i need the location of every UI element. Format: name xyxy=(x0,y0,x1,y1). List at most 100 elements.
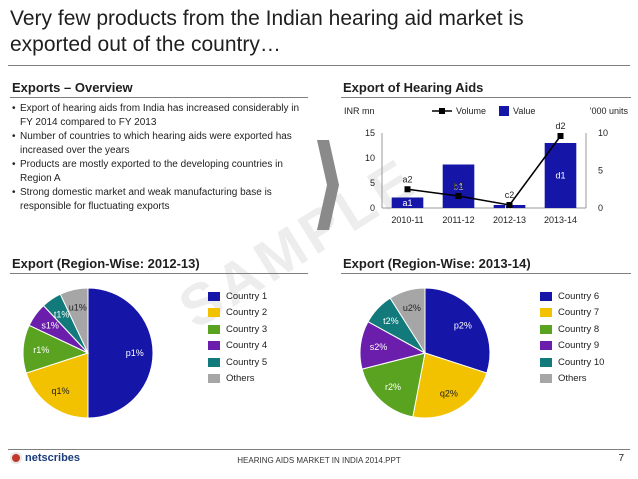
legend-value-label: Value xyxy=(513,106,535,116)
legend-label: Country 1 xyxy=(226,290,268,302)
bullet-item: Number of countries to which hearing aid… xyxy=(12,130,312,158)
legend-swatch xyxy=(208,324,220,334)
pie-slice xyxy=(412,352,488,419)
logo: netscribes xyxy=(10,452,80,464)
legend-item: Country 1 xyxy=(208,288,267,305)
right-axis-unit: ’000 units xyxy=(589,106,628,116)
value-bar xyxy=(442,164,475,208)
pie-2013-legend: Country 6 Country 7 Country 8 Country 9 Coun… xyxy=(540,288,604,387)
legend-label: Country 8 xyxy=(558,323,600,335)
x-tick-label: 2010-11 xyxy=(391,215,423,225)
volume-point xyxy=(455,193,462,199)
left-tick-label: 5 xyxy=(370,178,375,188)
volume-point xyxy=(506,202,513,208)
chevron-right-icon xyxy=(317,140,339,230)
left-tick-label: 15 xyxy=(365,128,375,138)
legend-label: Country 4 xyxy=(226,340,268,352)
pie-chart-2013-14: p2% q2% r2% s2% t2% u2% xyxy=(359,287,491,419)
pie-2013-heading: Export (Region-Wise: 2013-14) xyxy=(343,256,531,271)
pie-slice xyxy=(424,287,491,374)
pie-slice xyxy=(87,287,154,419)
pie-slice xyxy=(361,352,426,418)
logo-text: netscribes xyxy=(25,452,81,464)
pie-2013-divider xyxy=(341,273,631,274)
legend-item: Country 5 xyxy=(208,354,267,371)
value-bar xyxy=(544,143,577,208)
export-combo-chart: INR mn ’000 units 0 5 10 15 0 5 10 2010-11 2011-12… xyxy=(344,106,628,225)
legend-item: Country 2 xyxy=(208,305,267,322)
legend-swatch xyxy=(208,357,220,367)
legend-swatch xyxy=(540,308,552,318)
volume-point xyxy=(404,186,411,193)
line-data-label: d2 xyxy=(555,121,565,131)
pie-slice xyxy=(59,287,89,354)
pie-slice-label: p1% xyxy=(126,348,144,358)
combo-legend: Volume Value xyxy=(432,106,535,116)
legend-label: Country 10 xyxy=(558,356,605,368)
legend-swatch xyxy=(540,324,552,334)
x-tick-label: 2011-12 xyxy=(442,215,474,225)
right-tick-label: 10 xyxy=(598,128,608,138)
pie-slice-label: u1% xyxy=(69,302,87,312)
line-data-label: c2 xyxy=(505,190,515,200)
pie-2012-heading: Export (Region-Wise: 2012-13) xyxy=(12,256,200,271)
legend-item: Others xyxy=(540,371,604,388)
pie-slice-label: t2% xyxy=(383,316,399,326)
pie-slice xyxy=(389,287,426,355)
pie-slice-label: u2% xyxy=(403,303,421,313)
value-bar xyxy=(391,197,424,208)
pie-slice-label: s1% xyxy=(41,320,59,330)
overview-heading: Exports – Overview xyxy=(12,80,133,95)
legend-label: Country 7 xyxy=(558,307,600,319)
bar-data-label: a1 xyxy=(402,198,412,208)
bar-data-label: d1 xyxy=(555,171,565,181)
legend-swatch xyxy=(540,341,552,351)
export-chart-divider xyxy=(341,97,631,98)
x-tick-label: 2013-14 xyxy=(544,215,577,225)
legend-label: Country 6 xyxy=(558,290,600,302)
bullet-item: Strong domestic market and weak manufact… xyxy=(12,186,312,214)
volume-point xyxy=(557,133,564,139)
pie-slice-label: r2% xyxy=(385,382,401,392)
legend-volume-label: Volume xyxy=(456,106,486,116)
pie-slice-label: t1% xyxy=(54,309,70,319)
legend-swatch xyxy=(208,308,220,318)
title-divider xyxy=(8,65,630,66)
pie-2012-legend: Country 1 Country 2 Country 3 Country 4 Coun… xyxy=(208,288,267,387)
line-data-label: b2 xyxy=(453,181,463,191)
volume-line xyxy=(407,135,562,206)
footer-divider xyxy=(8,449,630,450)
pie-chart-2012-13: p1% q1% r1% s1%t1%u1% xyxy=(22,287,154,419)
legend-swatch xyxy=(208,341,220,351)
bullet-item: Products are mostly exported to the deve… xyxy=(12,158,312,186)
legend-label: Others xyxy=(226,373,255,385)
pie-slice xyxy=(25,352,89,419)
right-tick-label: 0 xyxy=(598,203,603,213)
left-axis-unit: INR mn xyxy=(344,106,375,116)
pie-slice-label: p2% xyxy=(454,320,472,330)
pie-slice-label: s2% xyxy=(370,342,388,352)
legend-item: Country 9 xyxy=(540,338,604,355)
legend-label: Country 9 xyxy=(558,340,600,352)
bar-data-label: b1 xyxy=(453,181,463,191)
pie-slice-label: q1% xyxy=(51,386,69,396)
legend-swatch xyxy=(208,374,220,384)
legend-swatch xyxy=(208,291,220,301)
legend-swatch xyxy=(540,357,552,367)
overview-divider xyxy=(10,97,308,98)
legend-label: Others xyxy=(558,373,587,385)
pie-2012-divider xyxy=(10,273,308,274)
legend-label: Country 2 xyxy=(226,307,268,319)
right-tick-label: 5 xyxy=(598,166,603,176)
legend-item: Country 3 xyxy=(208,321,267,338)
logo-mark-icon xyxy=(10,452,22,464)
left-tick-label: 0 xyxy=(370,203,375,213)
page-number: 7 xyxy=(618,453,624,464)
legend-label: Country 3 xyxy=(226,323,268,335)
legend-volume-marker xyxy=(439,108,445,114)
legend-item: Country 6 xyxy=(540,288,604,305)
pie-slice-label: r1% xyxy=(33,345,49,355)
footer-text: HEARING AIDS MARKET IN INDIA 2014.PPT xyxy=(237,456,401,465)
legend-swatch xyxy=(540,374,552,384)
legend-swatch xyxy=(540,291,552,301)
